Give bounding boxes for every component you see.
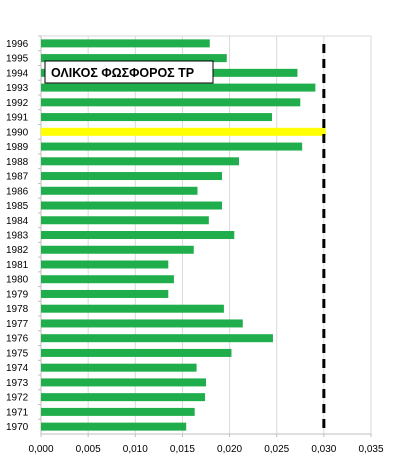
x-tick-label: 0,020 [217,444,242,455]
bar-1989 [41,142,303,151]
y-tick-label: 1991 [6,113,29,124]
y-tick-label: 1989 [6,142,29,153]
y-tick-label: 1993 [6,83,29,94]
x-tick-label: 0,025 [264,444,289,455]
bar-1970 [41,422,187,431]
y-tick-label: 1990 [6,127,29,138]
bar-1990 [41,127,326,136]
bars [41,39,326,431]
y-tick-label: 1973 [6,378,29,389]
x-tick-label: 0,005 [76,444,101,455]
y-tick-label: 1979 [6,289,29,300]
y-tick-label: 1985 [6,201,29,212]
bar-1971 [41,407,195,416]
y-tick-label: 1975 [6,348,29,359]
bar-1975 [41,348,232,357]
bar-1985 [41,201,223,210]
y-tick-label: 1980 [6,275,29,286]
y-tick-label: 1974 [6,363,29,374]
y-tick-label: 1992 [6,98,29,109]
bar-1983 [41,231,235,239]
bar-1972 [41,393,206,402]
bar-1981 [41,260,169,269]
y-tick-label: 1978 [6,304,29,315]
x-axis-labels: 0,000 0,005 0,010 0,015 0,020 0,025 0,030 0,035 [28,434,384,455]
bar-1988 [41,157,239,166]
y-tick-label: 1996 [6,39,29,50]
y-tick-label: 1995 [6,54,29,65]
y-tick-label: 1971 [6,407,29,418]
chart-title-box: ΟΛΙΚΟΣ ΦΩΣΦΟΡΟΣ TP [44,60,214,84]
x-tick-label: 0,010 [123,444,148,455]
y-tick-label: 1994 [6,68,29,79]
y-tick-label: 1983 [6,231,29,242]
y-tick-label: 1986 [6,186,29,197]
bar-1991 [41,113,272,122]
bar-1974 [41,363,197,372]
bar-1978 [41,304,224,313]
y-tick-label: 1970 [6,422,29,433]
y-tick-label: 1977 [6,319,29,330]
y-axis-labels: 1996 1995 1994 1993 1992 1991 1990 1989 1988 1987… [6,35,41,433]
chart-title: ΟΛΙΚΟΣ ΦΩΣΦΟΡΟΣ TP [51,66,194,80]
x-tick-label: 0,035 [358,444,383,455]
x-tick-label: 0,030 [311,444,336,455]
bar-1995 [41,54,227,63]
bar-1984 [41,216,209,225]
bar-1982 [41,245,194,254]
x-tick-label: 0,000 [28,444,53,455]
y-tick-label: 1984 [6,216,29,227]
y-tick-label: 1987 [6,172,29,183]
bar-1976 [41,334,273,343]
bar-1993 [41,83,316,92]
bar-1987 [41,172,223,181]
bar-1977 [41,319,243,328]
bar-1973 [41,378,206,387]
bar-1992 [41,98,301,107]
bar-1980 [41,275,174,284]
bar-1996 [41,39,210,48]
y-tick-label: 1981 [6,260,29,271]
y-tick-label: 1982 [6,245,29,256]
y-tick-label: 1976 [6,334,29,345]
x-tick-label: 0,015 [170,444,195,455]
bar-1979 [41,289,169,298]
bar-1986 [41,186,198,195]
y-tick-label: 1972 [6,393,29,404]
y-tick-label: 1988 [6,157,29,168]
